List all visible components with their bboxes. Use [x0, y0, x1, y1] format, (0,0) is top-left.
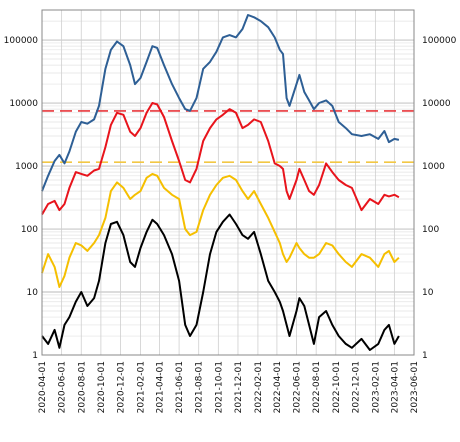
- y-tick-label: 10000: [9, 99, 38, 109]
- series-line-1: [41, 14, 400, 192]
- x-tick-label: 2021-04-01: [155, 361, 165, 413]
- series-line-4: [41, 213, 400, 351]
- y-tick-label-right: 10: [422, 288, 434, 298]
- plot-frame: [41, 9, 415, 356]
- x-tick-label: 2020-06-01: [58, 361, 68, 413]
- plot-background: [42, 10, 414, 355]
- x-tick-label: 2020-08-01: [77, 361, 87, 413]
- y-tick-label: 100: [21, 225, 38, 235]
- y-tick-label: 10: [27, 288, 39, 298]
- x-tick-label: 2023-02-01: [371, 361, 381, 413]
- x-tick-label: 2021-08-01: [195, 361, 205, 413]
- y-axis-right: 1 10 100 1000 10000 100000: [422, 36, 457, 361]
- x-tick-label: 2021-10-01: [214, 361, 224, 413]
- x-tick-label: 2020-12-01: [117, 361, 127, 413]
- y-tick-label: 1000: [15, 162, 38, 172]
- y-tick-label: 100000: [4, 36, 39, 46]
- x-tick-label: 2021-02-01: [136, 361, 146, 413]
- x-tick-label: 2021-12-01: [234, 361, 244, 413]
- x-tick-label: 2020-04-01: [38, 361, 48, 413]
- x-tick-label: 2022-06-01: [293, 361, 303, 413]
- y-tick-label-right: 100000: [422, 36, 457, 46]
- x-tick-label: 2021-06-01: [175, 361, 185, 413]
- series-layer: [41, 14, 400, 351]
- x-tick-label: 2023-06-01: [410, 361, 420, 413]
- y-axis-left: 1 10 100 1000 10000 100000: [4, 36, 39, 361]
- y-tick-label: 1: [32, 351, 38, 361]
- y-tick-label-right: 1000: [422, 162, 445, 172]
- y-tick-label-right: 100: [422, 225, 439, 235]
- x-tick-label: 2020-10-01: [97, 361, 107, 413]
- x-tick-label: 2023-04-01: [390, 361, 400, 413]
- y-tick-label-right: 1: [422, 351, 428, 361]
- x-tick-label: 2022-10-01: [332, 361, 342, 413]
- x-tick-label: 2022-08-01: [312, 361, 322, 413]
- x-axis: 2020-04-01 2020-06-01 2020-08-01 2020-10-01…: [38, 361, 420, 413]
- y-tick-label-right: 10000: [422, 99, 451, 109]
- x-tick-label: 2022-04-01: [273, 361, 283, 413]
- x-tick-label: 2022-02-01: [254, 361, 264, 413]
- series-line-2: [41, 102, 400, 216]
- x-tick-label: 2022-12-01: [351, 361, 361, 413]
- major-grid: [41, 10, 415, 356]
- series-line-3: [41, 172, 400, 288]
